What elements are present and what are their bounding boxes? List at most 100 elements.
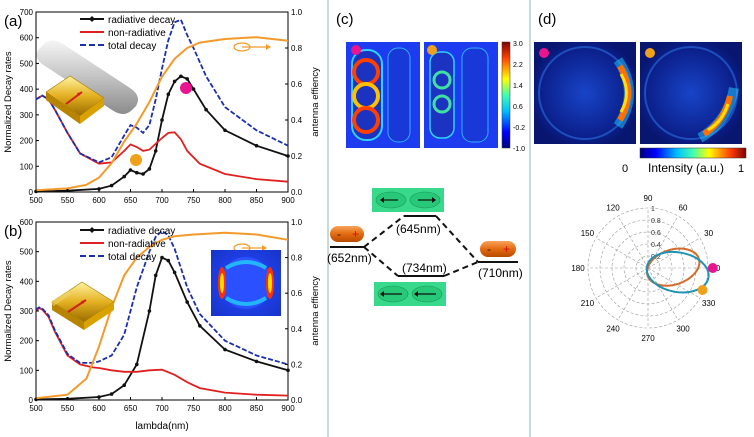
panel-d-colorbar: 0 Intensity (a.u.) 1 <box>622 147 747 175</box>
y-left-tick-label: 0 <box>29 188 34 197</box>
legend-nonradiative-a: non-radiative <box>108 28 166 39</box>
panel-b-series <box>34 229 290 402</box>
panel-d-scatter-map-2 <box>640 42 742 144</box>
polar-angle-label: 210 <box>581 299 595 308</box>
level-652: (652nm) <box>327 251 372 265</box>
pill-left-plus: + <box>352 227 359 241</box>
x-tick-label: 650 <box>124 404 138 413</box>
panel-c-colorbar: 3.0 2.2 1.4 0.6 -0.2 -1.0 <box>501 41 525 153</box>
intensity-label: Intensity (a.u.) <box>648 161 724 175</box>
panel-a-efficiency-arrow <box>233 42 271 52</box>
polar-spoke <box>647 267 701 299</box>
panel-d-scatter-map-1 <box>534 42 636 144</box>
panel-c-label: (c) <box>336 11 354 28</box>
radiative-point <box>147 309 152 313</box>
panel-a-ylabel-right: antenna effiency <box>310 67 321 137</box>
x-tick-label: 500 <box>29 404 43 413</box>
radiative-point <box>185 77 189 81</box>
series-line-total-decay <box>35 229 289 366</box>
panel-b-legend: radiative decay non-radiative total deca… <box>80 226 175 263</box>
x-tick-label: 500 <box>29 196 43 205</box>
x-tick-label: 700 <box>155 196 169 205</box>
series-line-radiative-decay <box>35 256 289 401</box>
panel-a-series <box>34 18 290 194</box>
panel-a-rod-illustration <box>36 40 138 124</box>
x-tick-label: 850 <box>250 196 264 205</box>
panel-a-axes: 500 550 600 650 700 750 800 850 900 0 100 200 300 400… <box>20 8 303 205</box>
radiative-point <box>97 187 101 191</box>
panel-b-ylabel-right: antenna effiency <box>310 276 321 346</box>
panel-d-label: (d) <box>538 11 556 28</box>
y-right-tick-label: 1.0 <box>291 218 303 227</box>
polar-spoke <box>617 215 649 269</box>
y-left-tick-label: 600 <box>20 218 34 227</box>
x-tick-label: 900 <box>281 404 295 413</box>
polar-radial-label: 0.6 <box>651 230 661 237</box>
pill-left-minus: - <box>337 227 341 241</box>
polar-angle-label: 150 <box>581 229 595 238</box>
polar-angle-label: 330 <box>702 299 716 308</box>
colorbar-tick-0: 3.0 <box>513 41 523 48</box>
polar-pattern-orange <box>645 247 701 287</box>
y-left-tick-label: 100 <box>20 366 34 375</box>
radiative-point <box>198 324 202 328</box>
y-right-tick-label: 0.4 <box>291 325 303 334</box>
panel-c-magenta-marker <box>351 45 361 55</box>
y-left-tick-label: 200 <box>20 337 34 346</box>
polar-radial-label: 0.4 <box>651 242 661 249</box>
radiative-point <box>166 92 171 97</box>
y-right-tick-label: 0.8 <box>291 44 303 53</box>
panel-c-orange-marker <box>427 45 437 55</box>
x-tick-label: 750 <box>187 196 201 205</box>
colorbar-tick-1: 2.2 <box>513 62 523 69</box>
panel-c-energy-diagram: (645nm) (734nm) - + (652nm) - + (710nm) <box>327 188 523 306</box>
panel-b: 500 550 600 650 700 750 800 850 900 0 100 200 300 400… <box>3 218 321 432</box>
radiative-point <box>153 273 158 278</box>
y-right-tick-label: 0.2 <box>291 360 303 369</box>
radiative-point <box>172 270 177 275</box>
panel-a-magenta-marker <box>180 82 192 94</box>
polar-angle-label: 180 <box>571 264 585 273</box>
polar-radial-label: 0.8 <box>651 218 661 225</box>
level-645: (645nm) <box>396 222 441 236</box>
polar-angle-label: 240 <box>606 325 620 334</box>
legend-radiative-b: radiative decay <box>108 226 175 237</box>
panel-a-legend: radiative decay non-radiative total deca… <box>80 15 175 52</box>
colorbar-tick-3: 0.6 <box>513 104 523 111</box>
polar-radial-label: 1 <box>651 206 655 213</box>
polar-orange-marker <box>697 285 708 296</box>
x-tick-label: 550 <box>61 196 75 205</box>
y-left-tick-label: 0 <box>29 396 34 405</box>
polar-angle-label: 60 <box>679 203 688 212</box>
x-tick-label: 900 <box>281 196 295 205</box>
x-tick-label: 800 <box>218 404 232 413</box>
polar-angle-label: 90 <box>644 194 653 203</box>
radiative-point <box>128 168 133 172</box>
y-left-tick-label: 200 <box>20 137 34 146</box>
polar-spoke <box>595 237 649 269</box>
radiative-point <box>122 383 126 388</box>
y-right-tick-label: 0.4 <box>291 116 303 125</box>
panel-a-label: (a) <box>4 13 22 30</box>
radiative-point <box>147 167 152 171</box>
radiative-point <box>160 118 164 122</box>
colorbar-tick-2: 1.4 <box>513 83 523 90</box>
series-line-efficiency <box>35 36 289 192</box>
radiative-point <box>122 174 126 179</box>
pill-right-plus: + <box>503 242 510 256</box>
x-tick-label: 600 <box>92 404 106 413</box>
radiative-point <box>223 128 227 133</box>
panel-c-field-map-2 <box>424 42 498 148</box>
panel-b-rod-illustration <box>50 281 115 330</box>
y-left-tick-label: 700 <box>20 8 34 17</box>
panel-b-ylabel-left: Normalized Decay rates <box>3 260 14 362</box>
radiative-point <box>109 392 114 396</box>
y-left-tick-label: 300 <box>20 307 34 316</box>
polar-grid-ring <box>623 243 673 293</box>
series-line-total-decay <box>35 18 289 164</box>
radiative-point <box>191 87 196 91</box>
y-right-tick-label: 0.0 <box>291 188 303 197</box>
legend-radiative-a: radiative decay <box>108 15 175 26</box>
intensity-max: 1 <box>738 163 744 175</box>
